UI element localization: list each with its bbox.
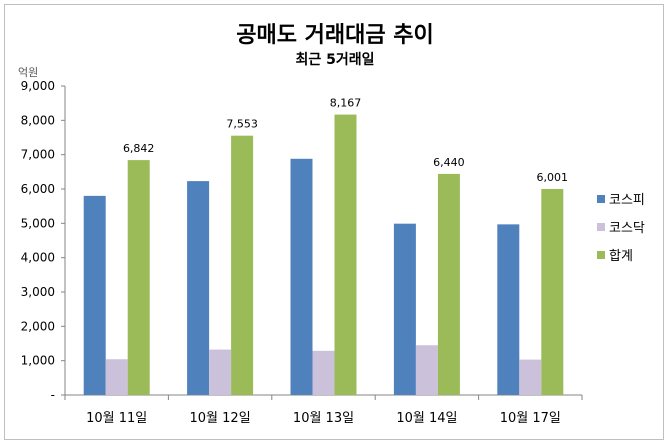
bar-kospi — [497, 224, 520, 395]
bar-total — [231, 135, 254, 395]
bar-kosdaq — [105, 359, 128, 395]
bar-kospi — [187, 181, 210, 395]
bar-kosdaq — [415, 345, 438, 395]
x-category-label: 10월 17일 — [500, 411, 561, 426]
chart-frame — [4, 4, 664, 440]
y-tick-label: 8,000 — [21, 113, 55, 127]
bar-kospi — [393, 223, 416, 395]
bar-kospi — [290, 158, 313, 395]
bar-kospi — [83, 195, 106, 395]
chart-title: 공매도 거래대금 추이 — [236, 23, 433, 48]
legend-swatch — [597, 251, 605, 259]
x-category-label: 10월 13일 — [293, 411, 354, 426]
y-tick-label: 1,000 — [21, 354, 55, 368]
legend-label: 합계 — [609, 249, 633, 264]
y-tick-label: 7,000 — [21, 148, 55, 162]
bar-total — [437, 173, 460, 395]
data-label: 7,553 — [226, 118, 258, 131]
bar-kosdaq — [209, 349, 232, 395]
y-tick-label: 5,000 — [21, 216, 55, 230]
chart-subtitle: 최근 5거래일 — [295, 52, 374, 68]
legend-swatch — [597, 223, 605, 231]
y-tick-label: - — [51, 388, 55, 402]
y-tick-label: 9,000 — [21, 79, 55, 93]
y-tick-label: 6,000 — [21, 182, 55, 196]
legend-label: 코스피 — [609, 193, 645, 208]
y-tick-label: 4,000 — [21, 251, 55, 265]
data-label: 6,842 — [123, 142, 155, 155]
data-label: 8,167 — [330, 97, 362, 110]
legend-swatch — [597, 195, 605, 203]
y-tick-label: 2,000 — [21, 319, 55, 333]
y-axis-unit: 억원 — [18, 66, 38, 79]
data-label: 6,001 — [537, 171, 569, 184]
x-category-label: 10월 11일 — [86, 411, 147, 426]
data-label: 6,440 — [433, 156, 465, 169]
y-tick-label: 3,000 — [21, 285, 55, 299]
x-category-label: 10월 14일 — [396, 411, 457, 426]
bar-kosdaq — [519, 359, 542, 395]
legend-label: 코스닥 — [609, 221, 645, 236]
bar-kosdaq — [312, 350, 335, 395]
bar-total — [541, 188, 564, 395]
bar-total — [334, 114, 357, 395]
bar-total — [127, 160, 150, 395]
x-category-label: 10월 12일 — [190, 411, 251, 426]
